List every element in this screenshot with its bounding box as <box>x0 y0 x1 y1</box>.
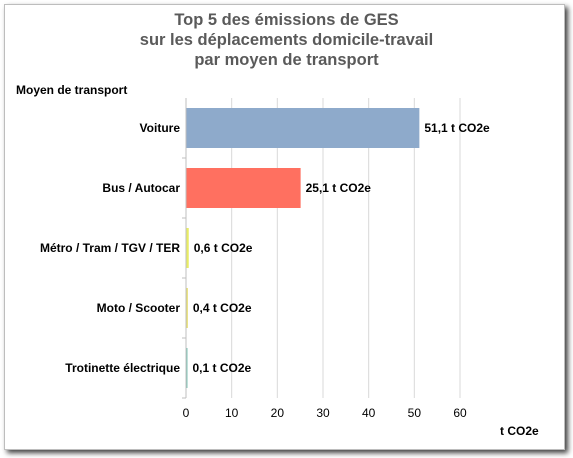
value-label-4: 0,1 t CO2e <box>193 361 252 375</box>
value-label-1: 25,1 t CO2e <box>306 181 372 195</box>
x-tick-label-3: 30 <box>316 406 330 420</box>
x-axis-title: t CO2e <box>500 424 539 438</box>
category-label-3: Moto / Scooter <box>97 301 181 315</box>
x-ticks: 0 10 20 30 40 50 60 <box>183 406 467 420</box>
x-tick-label-6: 60 <box>453 406 467 420</box>
chart-title: Top 5 des émissions de GES sur les dépla… <box>0 10 573 70</box>
value-label-2: 0,6 t CO2e <box>194 241 253 255</box>
bar-4 <box>186 348 188 388</box>
category-label-2: Métro / Tram / TGV / TER <box>40 241 180 255</box>
bar-2 <box>186 228 189 268</box>
x-tick-label-4: 40 <box>362 406 376 420</box>
labels: Voiture 51,1 t CO2e Bus / Autocar 25,1 t CO… <box>40 121 490 375</box>
value-label-3: 0,4 t CO2e <box>193 301 252 315</box>
y-axis <box>182 98 187 399</box>
chart-title-line-2: sur les déplacements domicile-travail <box>139 31 434 49</box>
chart-title-line-1: Top 5 des émissions de GES <box>174 11 399 29</box>
bars <box>186 108 420 388</box>
bar-3 <box>186 288 188 328</box>
x-tick-label-1: 10 <box>225 406 239 420</box>
x-tick-label-2: 20 <box>271 406 285 420</box>
y-axis-title: Moyen de transport <box>16 83 128 97</box>
bar-0 <box>186 108 420 148</box>
bar-1 <box>186 168 301 208</box>
x-tick-label-0: 0 <box>183 406 190 420</box>
value-label-0: 51,1 t CO2e <box>424 121 490 135</box>
category-label-1: Bus / Autocar <box>102 181 180 195</box>
category-label-4: Trotinette électrique <box>65 361 180 375</box>
chart-frame <box>4 4 565 450</box>
category-label-0: Voiture <box>140 121 181 135</box>
chart-title-line-3: par moyen de transport <box>194 51 379 69</box>
x-tick-label-5: 50 <box>408 406 422 420</box>
